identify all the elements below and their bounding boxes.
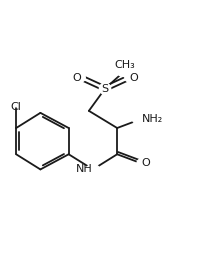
Ellipse shape — [132, 113, 151, 124]
Ellipse shape — [10, 97, 23, 107]
Text: NH₂: NH₂ — [141, 114, 163, 124]
Ellipse shape — [137, 159, 146, 168]
Text: O: O — [141, 158, 150, 168]
Text: Cl: Cl — [11, 102, 22, 112]
Ellipse shape — [86, 164, 99, 174]
Ellipse shape — [116, 64, 135, 76]
Text: O: O — [129, 72, 138, 83]
Ellipse shape — [76, 73, 85, 82]
Text: O: O — [72, 72, 81, 83]
Text: S: S — [101, 84, 109, 94]
Ellipse shape — [125, 73, 134, 82]
Text: CH₃: CH₃ — [115, 60, 136, 70]
Text: NH: NH — [76, 164, 93, 174]
Ellipse shape — [99, 83, 111, 94]
